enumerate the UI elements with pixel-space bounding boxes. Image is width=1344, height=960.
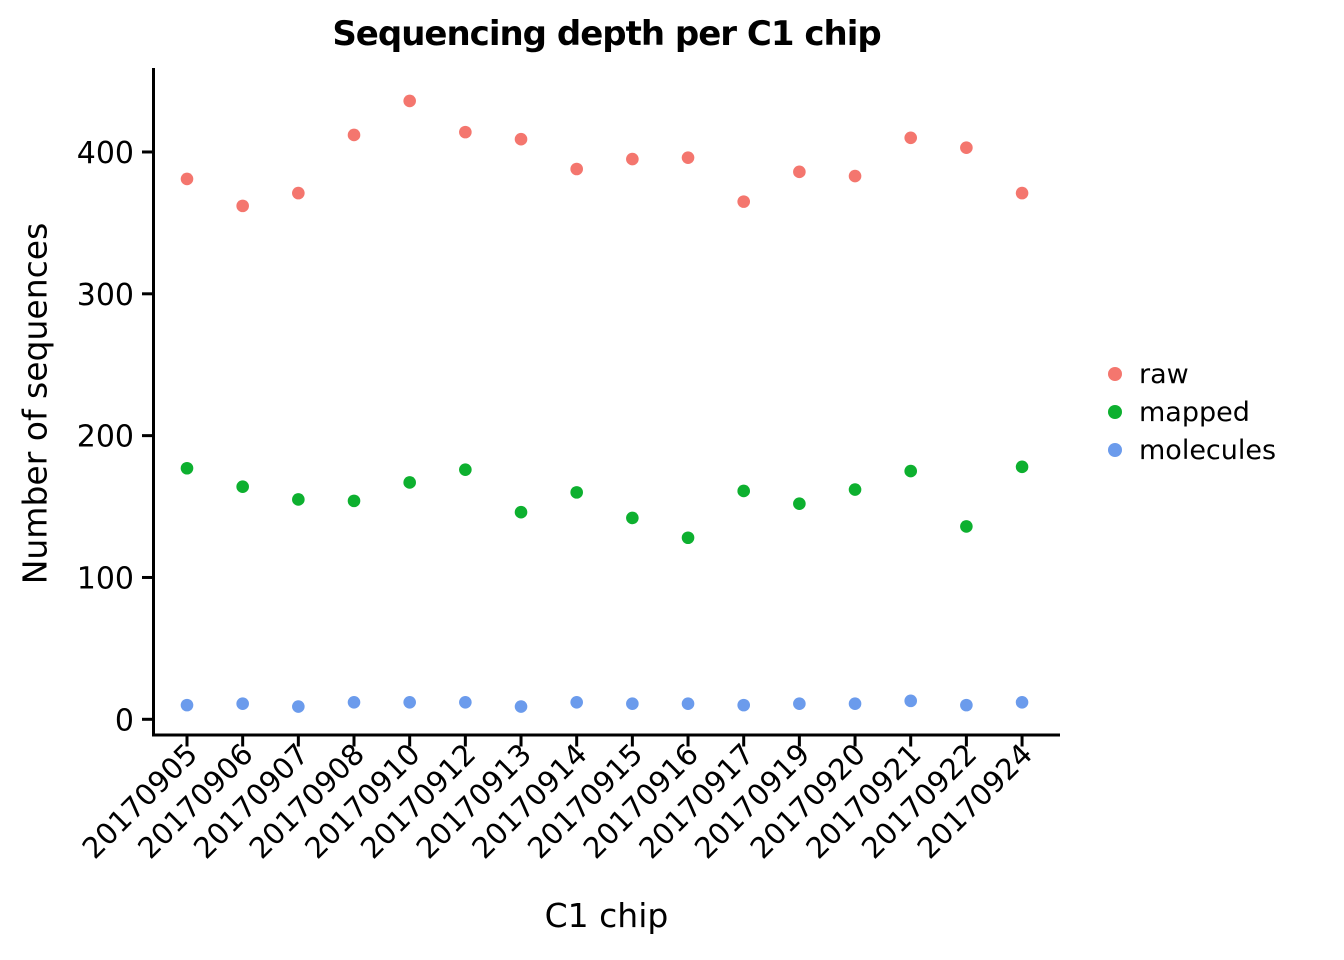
data-point-mapped	[904, 464, 918, 478]
data-point-molecules	[514, 700, 528, 713]
y-tick-label: 100	[77, 561, 134, 596]
data-point-molecules	[459, 695, 472, 709]
data-point-mapped	[403, 476, 416, 489]
data-point-raw	[347, 128, 361, 142]
data-point-mapped	[459, 463, 472, 476]
legend-label-raw: raw	[1139, 358, 1189, 390]
data-point-raw	[292, 186, 305, 200]
data-point-raw	[459, 125, 472, 139]
data-point-molecules	[626, 697, 639, 710]
data-point-raw	[737, 195, 750, 208]
data-point-raw	[514, 132, 528, 146]
data-point-mapped	[292, 493, 305, 506]
data-point-raw	[848, 169, 862, 183]
legend-label-molecules: molecules	[1139, 434, 1277, 466]
data-point-molecules	[904, 694, 918, 708]
data-point-mapped	[1015, 460, 1029, 474]
legend-item-molecules: molecules	[1108, 431, 1276, 469]
data-point-raw	[681, 151, 695, 164]
legend-dot-molecules-icon	[1108, 443, 1122, 457]
data-point-molecules	[793, 697, 806, 710]
legend-item-mapped: mapped	[1108, 393, 1276, 431]
data-point-mapped	[737, 484, 750, 498]
legend-label-mapped: mapped	[1139, 396, 1250, 428]
data-point-raw	[1015, 186, 1029, 200]
data-point-molecules	[848, 697, 862, 710]
data-point-mapped	[514, 505, 528, 519]
data-point-molecules	[737, 698, 750, 712]
data-point-molecules	[403, 695, 416, 709]
data-point-molecules	[681, 697, 695, 710]
data-point-mapped	[236, 480, 249, 493]
data-point-mapped	[848, 483, 862, 496]
legend-dot-mapped-icon	[1108, 405, 1122, 419]
data-point-molecules	[236, 697, 249, 710]
data-point-mapped	[960, 520, 973, 533]
data-point-raw	[236, 199, 249, 213]
data-point-raw	[960, 141, 973, 155]
data-point-raw	[180, 172, 194, 186]
legend-item-raw: raw	[1108, 355, 1276, 393]
data-point-raw	[403, 94, 416, 108]
data-point-mapped	[681, 531, 695, 545]
data-point-mapped	[570, 486, 583, 499]
data-point-mapped	[793, 497, 806, 511]
data-point-raw	[626, 152, 639, 166]
y-axis-title: Number of sequences	[15, 222, 55, 585]
data-point-molecules	[180, 698, 194, 712]
data-point-raw	[570, 162, 583, 176]
x-axis-title: C1 chip	[544, 896, 669, 935]
data-point-molecules	[292, 700, 305, 713]
legend-dot-raw-icon	[1108, 367, 1122, 381]
chart-title: Sequencing depth per C1 chip	[332, 14, 881, 54]
y-tick-label: 400	[77, 136, 134, 171]
data-point-molecules	[1015, 695, 1029, 709]
data-point-molecules	[960, 698, 973, 712]
data-point-raw	[904, 131, 918, 145]
legend: raw mapped molecules	[1108, 355, 1276, 469]
data-point-mapped	[180, 461, 194, 475]
y-tick-label: 200	[77, 420, 134, 455]
data-point-molecules	[570, 695, 583, 709]
y-tick-label: 0	[115, 703, 134, 738]
data-point-mapped	[347, 494, 361, 508]
data-point-molecules	[347, 695, 361, 709]
data-point-mapped	[626, 511, 639, 525]
y-tick-label: 300	[77, 278, 134, 313]
data-point-raw	[793, 165, 806, 179]
